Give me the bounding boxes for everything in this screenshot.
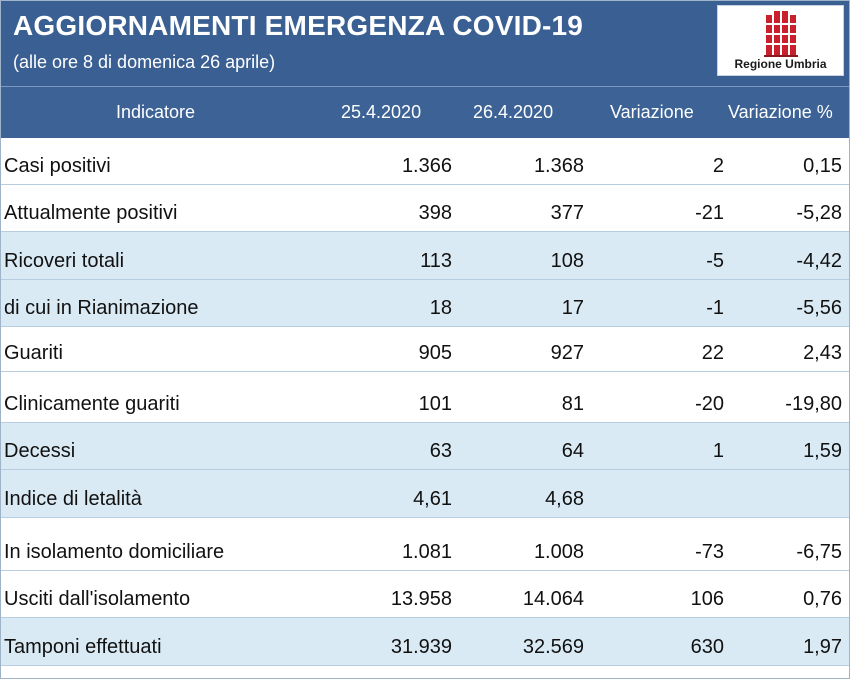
column-header-variazione-percent: Variazione % — [728, 102, 833, 122]
value-26-4: 4,68 — [545, 488, 584, 510]
value-26-4: 927 — [550, 342, 584, 364]
variation: -5 — [706, 250, 724, 272]
value-26-4: 1.368 — [533, 155, 584, 177]
row-label: Casi positivi — [4, 155, 111, 177]
row-label: Indice di letalità — [4, 488, 142, 510]
table-row: Decessi 63 64 1 1,59 — [0, 423, 850, 470]
variation: -73 — [695, 541, 724, 563]
value-26-4: 17 — [561, 297, 584, 319]
variation-percent: -5,56 — [796, 297, 842, 319]
value-25-4: 18 — [429, 297, 452, 319]
variation-percent: 0,76 — [803, 588, 842, 610]
table-row: Clinicamente guariti 101 81 -20 -19,80 — [0, 372, 850, 423]
page-title: AGGIORNAMENTI EMERGENZA COVID-19 — [13, 10, 584, 41]
row-label: di cui in Rianimazione — [4, 297, 199, 319]
variation-percent: 0,15 — [803, 155, 842, 177]
row-label: Attualmente positivi — [4, 202, 178, 224]
row-label: Ricoveri totali — [4, 250, 125, 272]
value-25-4: 13.958 — [390, 588, 452, 610]
column-header-date-2: 26.4.2020 — [473, 102, 554, 122]
regione-umbria-logo: Regione Umbria — [717, 5, 844, 76]
variation-percent: -19,80 — [785, 393, 842, 415]
table-header: Indicatore 25.4.2020 26.4.2020 Variazion… — [0, 86, 850, 138]
variation-percent: -5,28 — [796, 202, 842, 224]
value-26-4: 32.569 — [522, 636, 584, 658]
column-header-date-1: 25.4.2020 — [341, 102, 422, 122]
value-26-4: 377 — [550, 202, 584, 224]
variation: -21 — [695, 202, 724, 224]
variation: 1 — [712, 440, 724, 462]
variation: -1 — [706, 297, 724, 319]
variation: -20 — [695, 393, 724, 415]
value-26-4: 64 — [561, 440, 584, 462]
header-banner: AGGIORNAMENTI EMERGENZA COVID-19 (alle o… — [0, 0, 850, 86]
table-row: Tamponi effettuati 31.939 32.569 630 1,9… — [0, 618, 850, 666]
variation-percent: -4,42 — [796, 250, 842, 272]
row-label: Tamponi effettuati — [4, 636, 162, 658]
column-header-indicatore: Indicatore — [116, 102, 196, 122]
row-label: Guariti — [4, 342, 63, 364]
table-row: In isolamento domiciliare 1.081 1.008 -7… — [0, 518, 850, 571]
value-25-4: 905 — [418, 342, 452, 364]
variation: 106 — [690, 588, 724, 610]
variation: 630 — [690, 636, 724, 658]
variation-percent: 1,59 — [803, 440, 842, 462]
variation: 22 — [701, 342, 724, 364]
logo-label: Regione Umbria — [734, 57, 827, 71]
table-row: Indice di letalità 4,61 4,68 — [0, 470, 850, 518]
value-25-4: 31.939 — [390, 636, 452, 658]
value-26-4: 1.008 — [533, 541, 584, 563]
value-25-4: 1.366 — [401, 155, 452, 177]
row-label: Usciti dall'isolamento — [4, 588, 191, 610]
table-row: Ricoveri totali 113 108 -5 -4,42 — [0, 232, 850, 280]
table-row: Guariti 905 927 22 2,43 — [0, 327, 850, 372]
row-label: Decessi — [4, 440, 76, 462]
page-subtitle: (alle ore 8 di domenica 26 aprile) — [13, 52, 276, 72]
row-label: Clinicamente guariti — [4, 393, 180, 415]
value-25-4: 101 — [418, 393, 452, 415]
variation-percent: 1,97 — [803, 636, 842, 658]
column-header-variazione: Variazione — [610, 102, 694, 122]
value-26-4: 81 — [561, 393, 584, 415]
umbria-emblem-icon — [764, 11, 798, 57]
table-row: Usciti dall'isolamento 13.958 14.064 106… — [0, 571, 850, 618]
value-25-4: 4,61 — [413, 488, 452, 510]
value-25-4: 1.081 — [401, 541, 452, 563]
value-25-4: 398 — [418, 202, 452, 224]
value-26-4: 14.064 — [522, 588, 584, 610]
table-row: Attualmente positivi 398 377 -21 -5,28 — [0, 185, 850, 232]
value-25-4: 113 — [420, 250, 452, 272]
value-25-4: 63 — [429, 440, 452, 462]
value-26-4: 108 — [550, 250, 584, 272]
variation-percent: -6,75 — [796, 541, 842, 563]
variation-percent: 2,43 — [803, 342, 842, 364]
variation: 2 — [712, 155, 724, 177]
table-row: di cui in Rianimazione 18 17 -1 -5,56 — [0, 280, 850, 327]
table-row: Casi positivi 1.366 1.368 2 0,15 — [0, 138, 850, 185]
row-label: In isolamento domiciliare — [4, 541, 225, 563]
